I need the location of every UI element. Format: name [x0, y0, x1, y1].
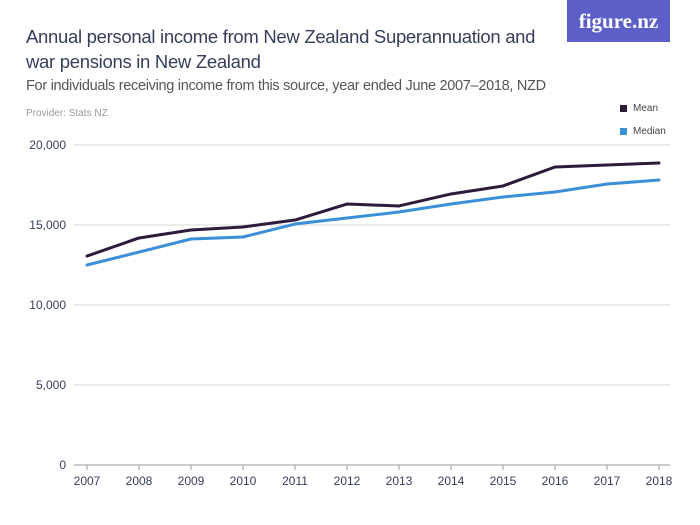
x-tick-label: 2007 — [74, 474, 101, 488]
x-tick-label: 2009 — [178, 474, 205, 488]
data-point-median — [397, 210, 401, 214]
data-point-median — [189, 237, 193, 241]
series-line-mean — [86, 161, 660, 258]
x-tick-label: 2010 — [230, 474, 257, 488]
series-line-median — [86, 178, 660, 267]
data-point-median — [241, 235, 245, 239]
data-point-mean — [449, 192, 453, 196]
data-point-mean — [85, 254, 89, 258]
x-tick-label: 2011 — [282, 474, 308, 488]
data-point-median — [657, 178, 661, 182]
data-point-mean — [397, 204, 401, 208]
y-tick-label: 10,000 — [29, 298, 66, 312]
figure-nz-logo[interactable]: figure.nz — [567, 0, 670, 42]
legend-swatch-mean — [620, 105, 627, 112]
y-tick-label: 0 — [59, 458, 66, 472]
x-tick-label: 2012 — [334, 474, 361, 488]
data-point-median — [605, 182, 609, 186]
legend-label-mean: Mean — [633, 103, 659, 114]
data-point-median — [501, 195, 505, 199]
x-tick-label: 2017 — [594, 474, 621, 488]
data-point-mean — [345, 202, 349, 206]
y-tick-label: 15,000 — [29, 218, 66, 232]
data-point-median — [137, 250, 141, 254]
legend-label-median: Median — [633, 126, 666, 137]
data-point-mean — [293, 218, 297, 222]
data-point-mean — [137, 236, 141, 240]
data-point-median — [293, 222, 297, 226]
chart-title: Annual personal income from New Zealand … — [26, 26, 536, 72]
data-point-mean — [241, 225, 245, 229]
x-tick-label: 2014 — [438, 474, 465, 488]
data-point-median — [85, 263, 89, 267]
data-point-median — [345, 216, 349, 220]
x-tick-label: 2008 — [126, 474, 153, 488]
data-point-mean — [605, 163, 609, 167]
chart-subtitle: For individuals receiving income from th… — [26, 78, 546, 94]
data-point-mean — [657, 161, 661, 165]
y-tick-label: 5,000 — [36, 378, 66, 392]
x-tick-label: 2013 — [386, 474, 413, 488]
x-tick-label: 2015 — [490, 474, 517, 488]
provider-label: Provider: Stats NZ — [26, 108, 108, 119]
x-tick-label: 2016 — [542, 474, 569, 488]
legend-item-median: Median — [620, 120, 666, 143]
legend-item-mean: Mean — [620, 97, 666, 120]
y-tick-label: 20,000 — [29, 138, 66, 152]
data-point-mean — [501, 184, 505, 188]
legend-swatch-median — [620, 128, 627, 135]
data-point-median — [553, 190, 557, 194]
data-point-mean — [189, 228, 193, 232]
x-tick-label: 2018 — [646, 474, 673, 488]
data-point-mean — [553, 165, 557, 169]
legend: Mean Median — [620, 97, 666, 143]
data-point-median — [449, 202, 453, 206]
